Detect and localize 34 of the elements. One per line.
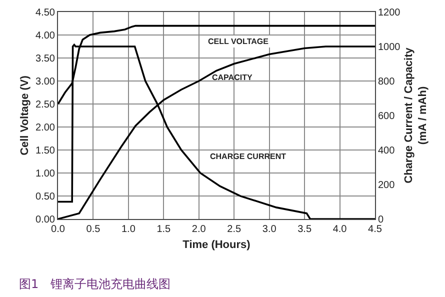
x-axis-title: Time (Hours) bbox=[182, 239, 251, 252]
y2-tick-label: 0 bbox=[378, 214, 384, 226]
y-tick-label: 4.50 bbox=[36, 8, 56, 18]
y-tick-label: 1.50 bbox=[36, 146, 56, 156]
x-tick-label: 0.5 bbox=[86, 224, 101, 235]
x-tick-label: 2.5 bbox=[227, 224, 242, 235]
caption: 图1 锂离子电池充电曲线图 bbox=[19, 277, 171, 291]
y-tick-label: 0.50 bbox=[36, 192, 56, 202]
x-tick-label: 3.5 bbox=[298, 224, 312, 235]
y-tick-label: 2.00 bbox=[36, 122, 56, 134]
x-tick-label: 2.0 bbox=[192, 224, 206, 235]
x-tick-label: 3.0 bbox=[262, 224, 277, 235]
y2-tick-label: 1000 bbox=[378, 42, 401, 53]
x-tick-label: 0.0 bbox=[51, 224, 66, 235]
y-tick-label: 1.00 bbox=[36, 168, 56, 180]
y2-tick-label: 400 bbox=[378, 146, 396, 156]
annotation: CELL VOLTAGE bbox=[208, 37, 270, 46]
x-tick-label: 4.0 bbox=[332, 224, 348, 235]
y-tick-label: 0.00 bbox=[36, 214, 56, 226]
y2-tick-label: 800 bbox=[378, 76, 396, 88]
x-tick-label: 1.5 bbox=[156, 224, 172, 235]
y-tick-label: 3.00 bbox=[36, 76, 56, 88]
y2-axis-title: Charge Current / Capacity (mA / mAh) bbox=[402, 46, 430, 184]
y2-tick-label: 200 bbox=[378, 180, 396, 191]
y-tick-label: 3.50 bbox=[36, 54, 56, 64]
y2-tick-label: 1200 bbox=[378, 8, 401, 18]
annotation: CAPACITY bbox=[212, 73, 253, 82]
y-tick-label: 2.50 bbox=[36, 100, 56, 110]
annotation: CHARGE CURRENT bbox=[210, 152, 286, 161]
y-tick-label: 4.00 bbox=[36, 30, 56, 42]
y-axis-title: Cell Voltage (V) bbox=[19, 75, 32, 156]
y2-tick-label: 600 bbox=[378, 111, 396, 122]
x-tick-label: 1.0 bbox=[121, 224, 136, 235]
x-tick-label: 4.5 bbox=[368, 224, 382, 235]
